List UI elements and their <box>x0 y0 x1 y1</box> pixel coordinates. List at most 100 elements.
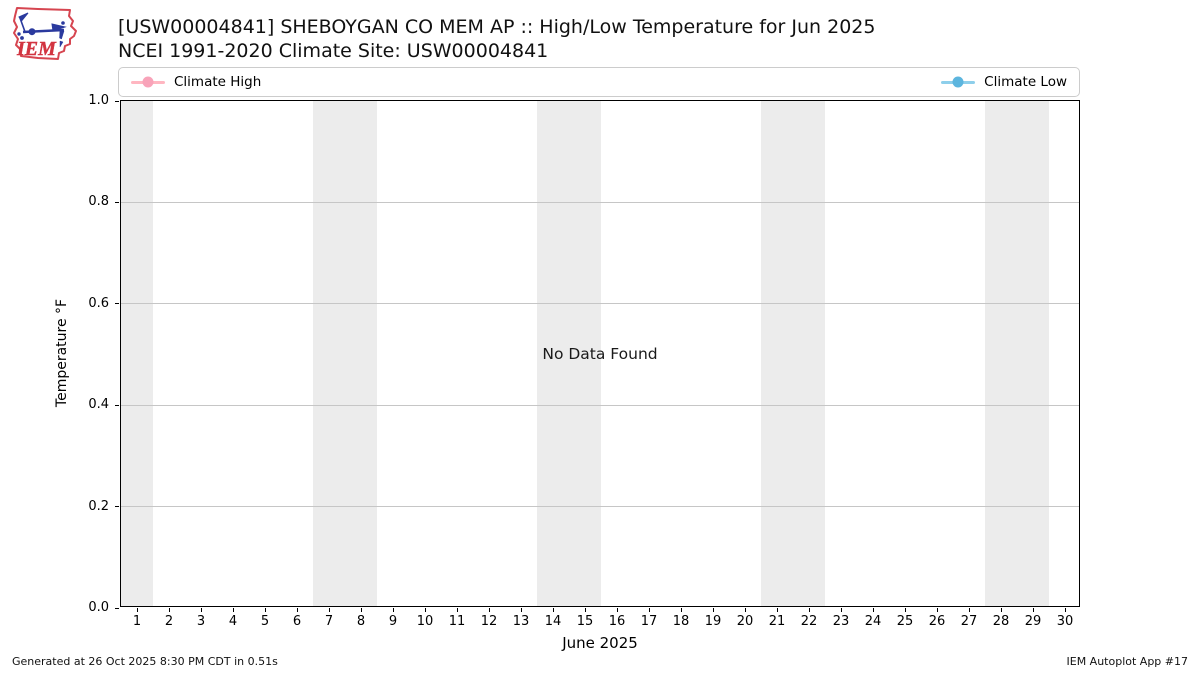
gridline <box>121 303 1079 305</box>
x-tick-mark <box>521 608 522 612</box>
y-tick-mark <box>115 201 119 203</box>
x-tick-label: 15 <box>576 614 594 629</box>
legend-label-climate-low: Climate Low <box>984 74 1067 90</box>
logo-text: IEM <box>16 38 57 60</box>
x-tick-mark <box>297 608 298 612</box>
plot-area: 0.0 0.2 0.4 0.6 0.8 1.0 1 2 3 4 5 6 7 8 9 10 11 12 13 14 15 1… <box>88 93 1080 629</box>
climate-high-marker-icon <box>131 76 165 88</box>
x-tick-mark <box>841 608 842 612</box>
y-tick-mark <box>115 303 119 305</box>
x-tick-mark <box>777 608 778 612</box>
x-tick-label: 28 <box>992 614 1010 629</box>
x-tick-label: 26 <box>928 614 946 629</box>
chart-subtitle: NCEI 1991-2020 Climate Site: USW00004841 <box>118 40 549 62</box>
x-tick-label: 9 <box>388 614 398 629</box>
x-tick-label: 10 <box>416 614 434 629</box>
y-tick-label: 0.6 <box>88 295 109 311</box>
x-tick-mark <box>457 608 458 612</box>
x-tick-mark <box>489 608 490 612</box>
y-tick-mark <box>115 607 119 609</box>
x-tick-label: 4 <box>228 614 238 629</box>
gridline <box>121 404 1079 406</box>
legend-item-climate-high: Climate High <box>131 74 261 90</box>
x-tick-mark <box>393 608 394 612</box>
x-tick-mark <box>873 608 874 612</box>
x-tick-label: 30 <box>1056 614 1074 629</box>
y-tick-label: 0.2 <box>88 498 109 514</box>
x-tick-mark <box>1033 608 1034 612</box>
x-tick-mark <box>905 608 906 612</box>
x-tick-mark <box>265 608 266 612</box>
y-tick-label: 0.8 <box>88 194 109 210</box>
x-tick-mark <box>937 608 938 612</box>
x-tick-label: 16 <box>608 614 626 629</box>
x-tick-mark <box>425 608 426 612</box>
y-tick-mark <box>115 404 119 406</box>
x-tick-mark <box>201 608 202 612</box>
x-tick-mark <box>713 608 714 612</box>
x-tick-mark <box>361 608 362 612</box>
y-tick-mark <box>115 100 119 102</box>
x-tick-label: 20 <box>736 614 754 629</box>
x-tick-mark <box>553 608 554 612</box>
x-tick-mark <box>233 608 234 612</box>
x-tick-mark <box>969 608 970 612</box>
weekend-band <box>121 101 153 606</box>
x-tick-label: 21 <box>768 614 786 629</box>
x-tick-label: 14 <box>544 614 562 629</box>
iem-logo: IEM <box>13 7 77 60</box>
weekend-band <box>985 101 1049 606</box>
x-tick-label: 22 <box>800 614 818 629</box>
x-tick-mark <box>649 608 650 612</box>
x-tick-label: 27 <box>960 614 978 629</box>
x-tick-label: 19 <box>704 614 722 629</box>
x-axis-label: June 2025 <box>562 634 638 652</box>
gridline <box>121 201 1079 203</box>
weekend-band <box>313 101 377 606</box>
x-tick-label: 3 <box>196 614 206 629</box>
x-tick-label: 11 <box>448 614 466 629</box>
legend-label-climate-high: Climate High <box>174 74 262 90</box>
x-tick-label: 23 <box>832 614 850 629</box>
x-tick-label: 8 <box>356 614 366 629</box>
weather-vane-icon <box>17 12 67 48</box>
x-tick-label: 25 <box>896 614 914 629</box>
chart-title: [USW00004841] SHEBOYGAN CO MEM AP :: Hig… <box>118 16 876 38</box>
x-tick-mark <box>617 608 618 612</box>
x-tick-mark <box>1065 608 1066 612</box>
y-axis-label: Temperature °F <box>54 298 70 408</box>
x-tick-label: 7 <box>324 614 334 629</box>
chart-titles: [USW00004841] SHEBOYGAN CO MEM AP :: Hig… <box>118 15 875 63</box>
x-tick-mark <box>809 608 810 612</box>
x-tick-label: 17 <box>640 614 658 629</box>
legend-item-climate-low: Climate Low <box>941 74 1067 90</box>
no-data-message: No Data Found <box>542 344 658 363</box>
climate-low-marker-icon <box>941 76 976 88</box>
x-tick-mark <box>681 608 682 612</box>
weekend-band <box>761 101 825 606</box>
x-tick-label: 5 <box>260 614 270 629</box>
x-tick-label: 1 <box>132 614 142 629</box>
gridline <box>121 506 1079 508</box>
x-tick-mark <box>169 608 170 612</box>
x-tick-label: 18 <box>672 614 690 629</box>
y-tick-label: 0.4 <box>88 397 109 413</box>
x-tick-mark <box>585 608 586 612</box>
x-tick-label: 12 <box>480 614 498 629</box>
x-tick-label: 24 <box>864 614 882 629</box>
y-tick-label: 1.0 <box>88 93 109 108</box>
x-tick-mark <box>329 608 330 612</box>
x-tick-label: 6 <box>292 614 302 629</box>
y-tick-mark <box>115 506 119 508</box>
y-tick-label: 0.0 <box>88 600 109 615</box>
x-tick-mark <box>745 608 746 612</box>
legend: Climate High Climate Low <box>118 67 1080 97</box>
weekend-band <box>537 101 601 606</box>
x-tick-mark <box>137 608 138 612</box>
generated-timestamp: Generated at 26 Oct 2025 8:30 PM CDT in … <box>12 655 278 668</box>
x-tick-label: 2 <box>164 614 174 629</box>
x-tick-label: 13 <box>512 614 530 629</box>
x-tick-mark <box>1001 608 1002 612</box>
app-credit: IEM Autoplot App #17 <box>1066 655 1189 668</box>
